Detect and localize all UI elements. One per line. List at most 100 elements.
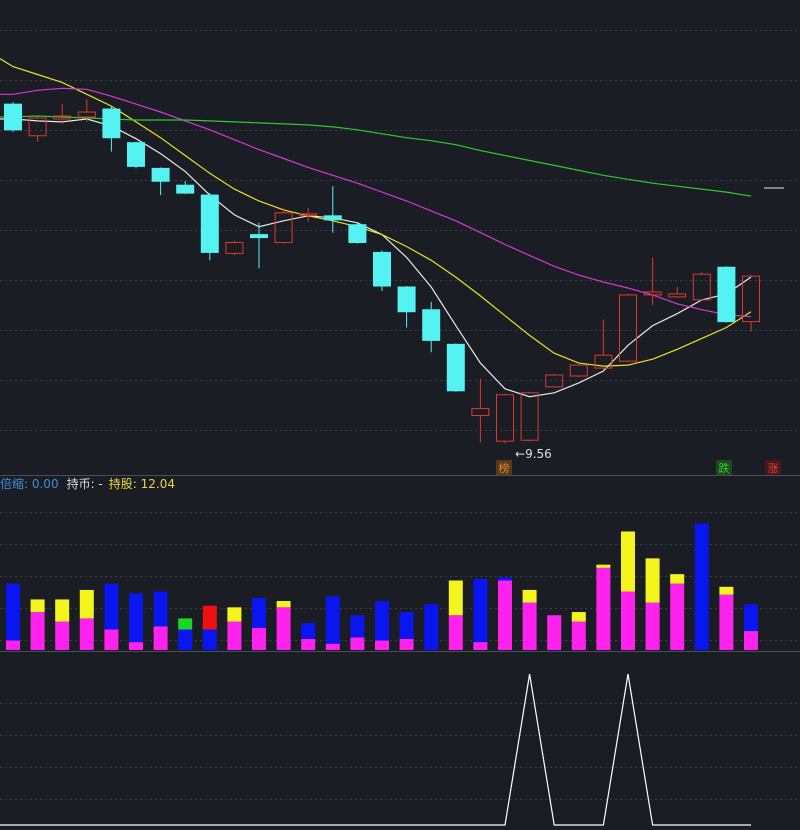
volume-bar-segment xyxy=(498,580,512,650)
volume-bar-segment xyxy=(129,642,143,650)
volume-bar-segment xyxy=(571,612,586,622)
candle-body xyxy=(545,374,564,388)
volume-bar-segment xyxy=(375,601,389,641)
volume-bar-segment xyxy=(276,601,291,608)
volume-bars xyxy=(0,512,800,650)
volume-bar-segment xyxy=(252,597,266,628)
volume-bar-segment xyxy=(399,638,414,650)
volume-bar-segment xyxy=(498,577,512,581)
volume-bar-segment xyxy=(670,574,685,584)
candle-body xyxy=(619,294,637,362)
candle-body xyxy=(742,275,760,323)
candle xyxy=(348,222,367,244)
candle-body xyxy=(225,242,244,254)
volume-bar-segment xyxy=(571,621,586,650)
candle-body xyxy=(520,392,539,441)
candle-body xyxy=(28,117,47,137)
volume-bar-segment xyxy=(399,612,414,639)
low-price-marker: ←9.56 xyxy=(515,447,552,461)
candle xyxy=(53,104,72,124)
volume-bar-segment xyxy=(325,596,340,644)
svg-text:榜: 榜 xyxy=(499,461,510,475)
badge-rise[interactable]: 涨 xyxy=(765,460,781,475)
volume-bar-segment xyxy=(227,621,242,650)
candle-body xyxy=(200,194,219,253)
volume-bar-segment xyxy=(55,621,70,650)
volume-bar-segment xyxy=(645,602,660,650)
candle xyxy=(323,186,342,233)
indicator-readout: 倍缩: 0.00 持币: - 持股: 12.04 xyxy=(0,476,175,491)
candle xyxy=(496,393,514,444)
candle xyxy=(619,293,637,363)
candle-body xyxy=(594,354,613,369)
candle xyxy=(668,287,687,298)
candle-body xyxy=(299,213,318,216)
candle xyxy=(102,106,121,152)
volume-bar-segment xyxy=(129,593,143,643)
candle-body xyxy=(471,408,490,417)
volume-bar-segment xyxy=(178,629,193,650)
volume-bar-segment xyxy=(227,607,242,622)
candle xyxy=(446,343,465,392)
volume-bar-segment xyxy=(375,640,389,650)
price-grid xyxy=(0,30,800,431)
candle xyxy=(422,301,441,353)
candle xyxy=(373,250,391,291)
volume-bar-segment xyxy=(6,640,20,650)
candle-body xyxy=(643,291,662,296)
badge-fall[interactable]: 跌 xyxy=(716,460,732,475)
signal-panel xyxy=(0,673,800,826)
candle xyxy=(520,391,539,442)
volume-bar-segment xyxy=(276,607,291,650)
candle-body xyxy=(373,251,391,287)
candle xyxy=(397,286,416,328)
volume-bar-segment xyxy=(252,627,266,650)
candlesticks xyxy=(4,99,760,444)
volume-bar-segment xyxy=(350,615,365,638)
volume-bar-segment xyxy=(621,531,635,592)
volume-bar-segment xyxy=(202,605,217,630)
candle-body xyxy=(397,286,416,313)
volume-bar-segment xyxy=(645,558,660,603)
candle xyxy=(569,364,588,377)
volume-bar-segment xyxy=(55,599,70,622)
volume-bar-segment xyxy=(448,580,463,616)
volume-bar-segment xyxy=(202,629,217,650)
candle-body xyxy=(127,142,145,167)
volume-bar-segment xyxy=(744,631,758,650)
candle xyxy=(594,319,613,370)
candle xyxy=(643,257,662,305)
candle-body xyxy=(496,394,514,442)
svg-text:涨: 涨 xyxy=(768,462,779,475)
candle-body xyxy=(692,273,711,301)
candle-body xyxy=(4,103,22,131)
volume-bar-segment xyxy=(104,583,119,630)
volume-bar-segment xyxy=(744,604,758,632)
volume-bar-segment xyxy=(473,642,488,650)
candle-body xyxy=(102,108,121,139)
candle-body xyxy=(446,343,465,392)
candle-body xyxy=(53,115,72,120)
candle xyxy=(77,99,96,122)
volume-bar-segment xyxy=(670,583,685,650)
candle-body xyxy=(274,212,293,244)
volume-bar-segment xyxy=(30,612,45,650)
volume-bar-segment xyxy=(473,578,488,643)
candle-body xyxy=(569,364,588,377)
volume-bar-segment xyxy=(522,589,537,603)
candle xyxy=(151,167,170,196)
candle xyxy=(274,207,293,244)
ma-line-2 xyxy=(0,87,752,318)
candle-body xyxy=(323,215,342,221)
volume-bar-segment xyxy=(79,589,94,619)
candle xyxy=(692,272,711,301)
volume-bar-segment xyxy=(301,623,316,639)
candle xyxy=(717,266,736,323)
candle-body xyxy=(668,293,687,298)
candle xyxy=(471,378,490,443)
badge-bang[interactable]: 榜 xyxy=(496,460,512,475)
candle xyxy=(299,207,318,222)
candle xyxy=(4,102,22,132)
volume-bar-segment xyxy=(30,599,45,613)
